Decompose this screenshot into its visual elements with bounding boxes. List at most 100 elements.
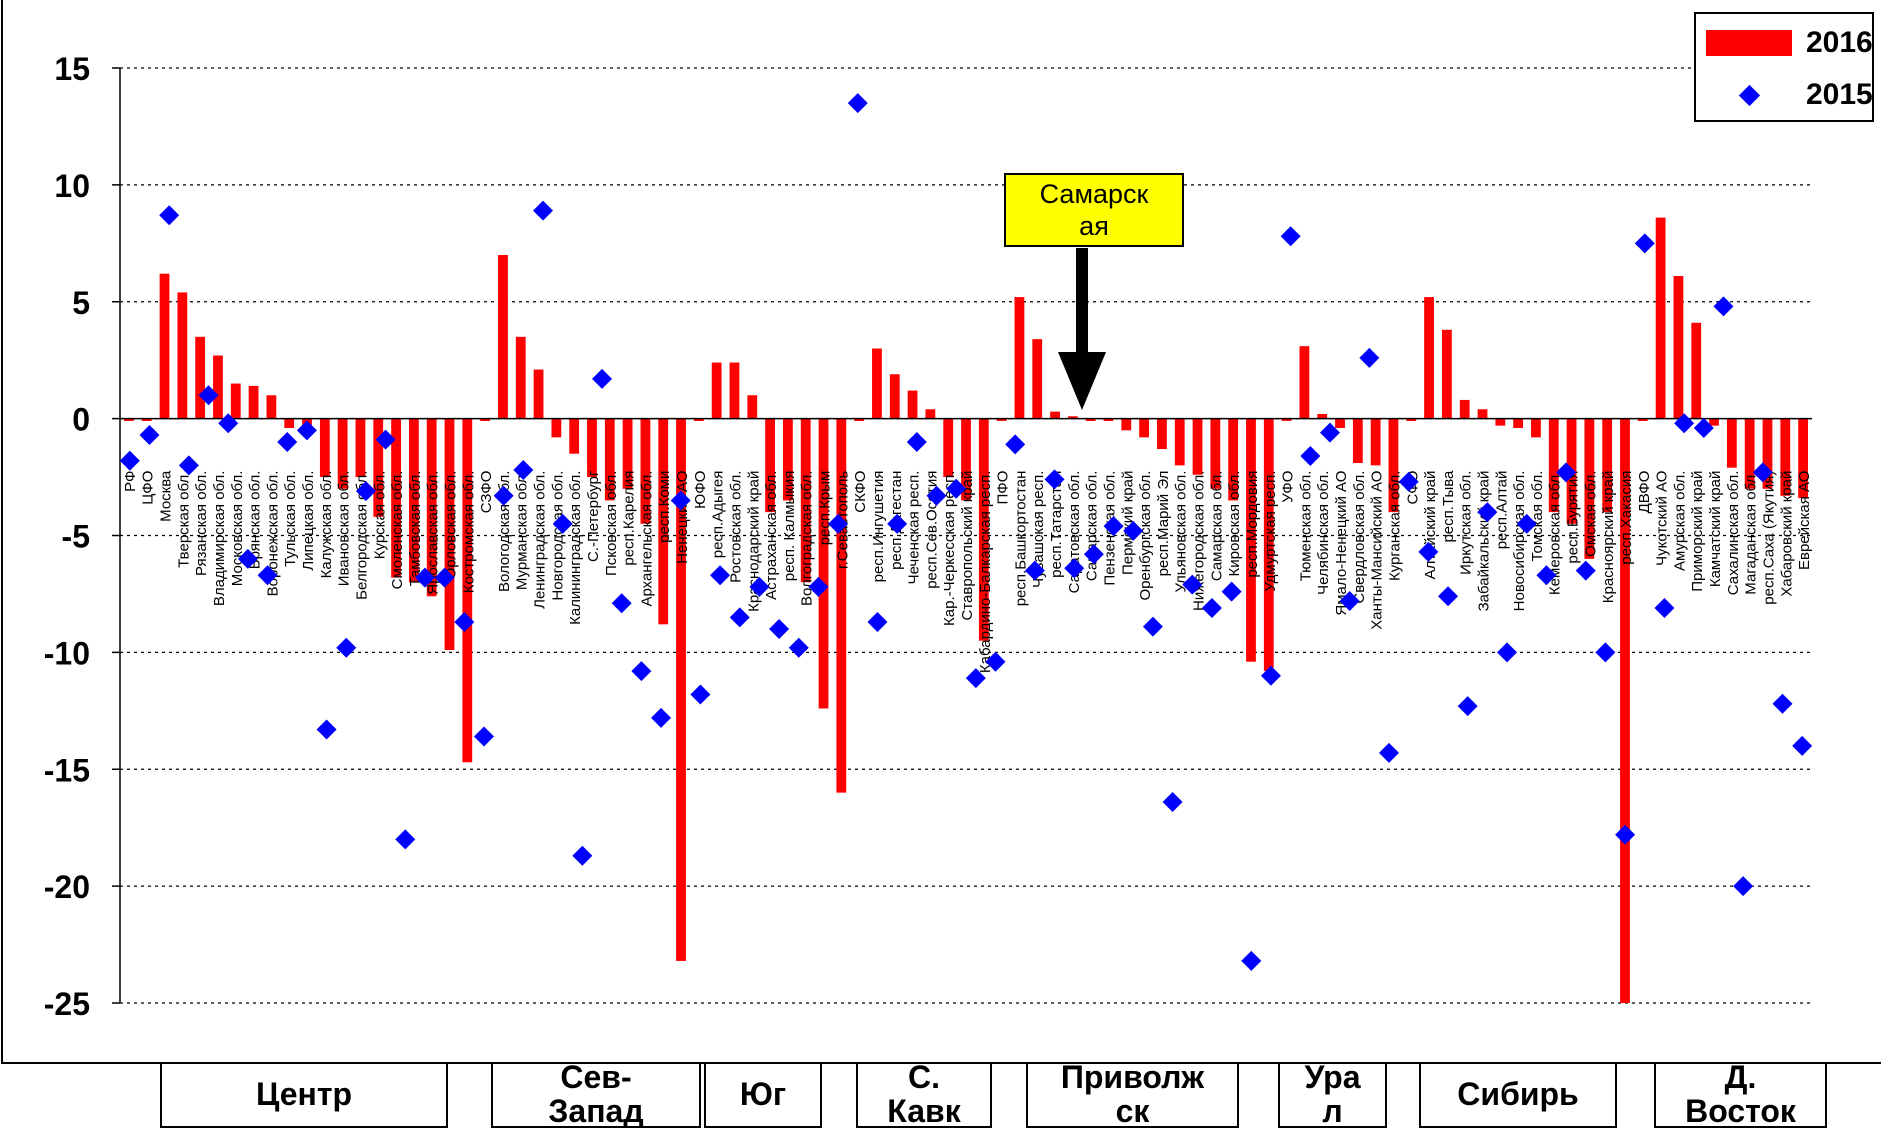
x-category-label: Удмуртская респ.: [1262, 471, 1279, 592]
point-2015: [1733, 876, 1754, 897]
bar-2016: [818, 418, 829, 709]
bar-2016: [1798, 418, 1808, 499]
bar-2016: [711, 362, 722, 419]
x-category-label: Ленинградская обл.: [532, 471, 549, 609]
x-category-label: Сахалинская обл.: [1725, 471, 1742, 596]
bar-2016: [1709, 418, 1719, 426]
x-category-label: Красноярский край: [1600, 471, 1617, 604]
x-category-label: Самарская обл.: [1208, 471, 1225, 582]
bar-2016: [1121, 418, 1132, 431]
bar-2016: [872, 348, 882, 419]
bar-2016: [1620, 418, 1630, 1003]
x-category-label: Ярославская обл.: [425, 471, 442, 595]
point-2015: [119, 450, 140, 471]
point-2015: [1654, 597, 1675, 618]
point-2015: [729, 607, 750, 628]
point-2015: [1319, 422, 1340, 443]
bar-2016: [248, 385, 259, 419]
x-category-label: Самарская обл.: [1084, 471, 1101, 582]
point-2015: [867, 611, 888, 632]
bar-2016: [907, 390, 918, 419]
x-category-label: респ.Мордовия: [1244, 471, 1261, 578]
x-category-label: Московская обл.: [229, 471, 246, 587]
point-2015: [1044, 469, 1065, 490]
bar-2016: [1317, 413, 1328, 419]
bar-2016: [426, 418, 437, 597]
x-category-label: ПФО: [995, 471, 1012, 505]
bar-2016: [1762, 418, 1773, 489]
bar-2016: [1459, 399, 1470, 419]
point-2015: [552, 513, 573, 534]
point-2015: [1182, 574, 1203, 595]
bar-2016: [1780, 418, 1791, 496]
x-category-label: Кабардино-Балкарская респ.: [977, 471, 994, 673]
bar-2016: [159, 273, 170, 419]
bar-2016: [569, 418, 580, 454]
x-category-label: Хабаровский край: [1778, 471, 1795, 597]
x-category-label: респ.Крым: [817, 471, 834, 546]
x-category-label: Воронежская обл.: [264, 471, 281, 597]
legend-item-2016: 2016: [1706, 26, 1873, 60]
point-2015: [1379, 742, 1399, 763]
x-category-label: респ.Башкортостан: [1012, 471, 1029, 607]
point-2015: [1693, 417, 1714, 438]
bar-2016: [1103, 418, 1114, 421]
point-2015: [572, 845, 593, 866]
bar-2016: [266, 395, 277, 419]
bar-2016: [1210, 418, 1221, 489]
y-tick-label: -15: [44, 752, 90, 788]
point-2015: [788, 637, 809, 658]
point-2015: [985, 651, 1006, 672]
point-2015: [1536, 565, 1557, 586]
x-category-label: Смоленская обл.: [389, 471, 406, 590]
bar-2016: [551, 418, 562, 438]
point-2015: [749, 576, 770, 597]
x-category-label: Иркутская обл.: [1458, 471, 1475, 575]
bar-2016: [177, 292, 188, 419]
x-category-label: респ.Хакасия: [1618, 471, 1635, 565]
point-2015: [611, 593, 632, 614]
bar-2016: [925, 409, 936, 419]
region-label-northwest: Сев- Запад: [491, 1062, 701, 1128]
bar-2016: [1637, 418, 1648, 421]
x-category-label: Чувашская респ.: [1030, 471, 1047, 588]
x-category-label: ЦФО: [140, 471, 157, 505]
point-2015: [159, 205, 180, 226]
bar-2016: [284, 418, 295, 428]
legend-item-2015: 2015: [1706, 78, 1873, 112]
point-2015: [493, 485, 514, 506]
x-category-label: Еврейская АО: [1796, 471, 1813, 570]
point-2015: [414, 567, 435, 588]
bar-2016: [693, 418, 704, 421]
bar-2016: [355, 418, 366, 478]
legend-diamond-swatch: [1706, 82, 1792, 108]
x-category-label: Курганская обл.: [1386, 471, 1403, 581]
bar-2016: [1067, 416, 1078, 419]
region-label-south: Юг: [704, 1062, 822, 1128]
point-2015: [533, 200, 553, 221]
point-2015: [965, 668, 986, 689]
bar-2016: [1406, 418, 1417, 421]
point-2015: [434, 567, 455, 588]
point-2015: [1634, 233, 1655, 254]
x-category-label: Калужская обл.: [318, 471, 335, 579]
point-2015: [1103, 516, 1124, 537]
bar-2016: [1370, 418, 1381, 466]
x-category-label: Оренбургская обл.: [1137, 471, 1154, 601]
point-2015: [1438, 586, 1459, 607]
bar-2016: [213, 355, 223, 419]
x-category-label: СЗФО: [478, 471, 495, 514]
x-category-label: Амурская обл.: [1671, 471, 1688, 571]
point-2015: [1477, 502, 1498, 523]
x-category-label: Ульяновская обл.: [1173, 471, 1190, 593]
bar-2016: [1477, 409, 1488, 419]
point-2015: [1339, 590, 1360, 611]
bar-2016: [462, 418, 473, 763]
bar-2016: [408, 418, 419, 583]
x-category-label: Тверская обл.: [175, 471, 192, 568]
y-tick-label: 10: [54, 168, 90, 204]
x-category-label: респ.Саха (Якутия): [1760, 471, 1777, 605]
x-category-label: респ.Бурятия: [1565, 471, 1582, 564]
legend-bar-swatch: [1706, 30, 1792, 56]
